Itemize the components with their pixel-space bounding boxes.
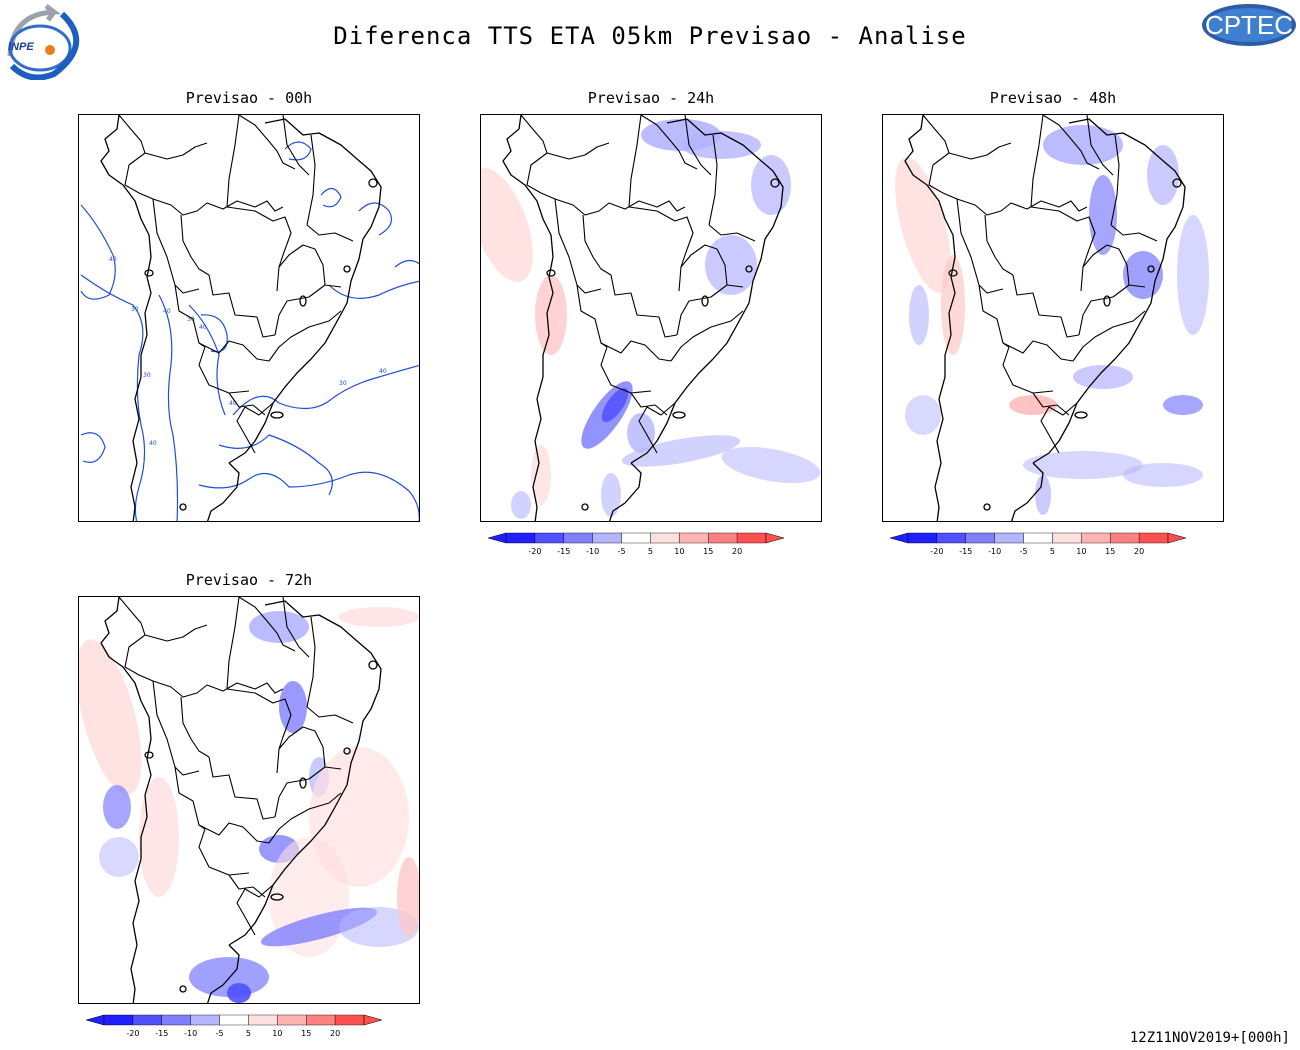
- colorbar-swatch: [534, 532, 564, 544]
- colorbar-swatch: [132, 1014, 162, 1026]
- map-panel-00h: 40 30 40 30 40 30 40 40 30 40: [78, 114, 420, 522]
- colorbar-swatch: [563, 532, 593, 544]
- page-title: Diferenca TTS ETA 05km Previsao - Analis…: [333, 22, 967, 50]
- colorbar-tick: -10: [184, 1029, 198, 1038]
- colorbar-swatch: [161, 1014, 191, 1026]
- colorbar-swatch: [650, 532, 680, 544]
- contour-label: 40: [199, 324, 207, 331]
- colorbar-24h: -20 -15 -10 -5 5 10 15 20: [486, 529, 786, 556]
- colorbar-tick: 10: [1076, 547, 1087, 556]
- colorbar-tick: 5: [245, 1029, 251, 1038]
- colorbar-swatch: [277, 1014, 307, 1026]
- contour-label: 30: [339, 380, 347, 387]
- map-panel-48h: [882, 114, 1224, 522]
- colorbar-swatch: [736, 532, 767, 544]
- inpe-logo: INPE: [2, 4, 94, 81]
- panel-title-48h: Previsao - 48h: [989, 89, 1117, 107]
- contour-label: 40: [163, 308, 171, 315]
- contour-label: 40: [229, 400, 237, 407]
- colorbar-48h: -20 -15 -10 -5 5 10 15 20: [888, 529, 1188, 556]
- contour-label: 40: [149, 440, 157, 447]
- colorbar-tick: 15: [1105, 547, 1116, 556]
- colorbar-72h: -20 -15 -10 -5 5 10 15 20: [84, 1011, 384, 1038]
- colorbar-swatch: [1138, 532, 1169, 544]
- colorbar-tick: -5: [617, 547, 626, 556]
- colorbar-swatch: [190, 1014, 220, 1026]
- colorbar-swatch: [679, 532, 709, 544]
- colorbar-swatch: [219, 1014, 249, 1026]
- svg-text:CPTEC: CPTEC: [1205, 10, 1293, 40]
- colorbar-swatch: [334, 1014, 365, 1026]
- colorbar-swatch: [907, 532, 938, 544]
- contour-label: 40: [109, 256, 117, 263]
- cptec-logo: CPTEC: [1200, 2, 1298, 48]
- colorbar-tick: -20: [528, 547, 542, 556]
- contour-label: 30: [131, 306, 139, 313]
- colorbar-swatch: [1081, 532, 1111, 544]
- colorbar-tick: -15: [959, 547, 973, 556]
- colorbar-tick: 5: [647, 547, 653, 556]
- colorbar-swatch: [592, 532, 622, 544]
- colorbar-tick: -20: [126, 1029, 140, 1038]
- map-panel-72h: [78, 596, 420, 1004]
- colorbar-tick: 15: [301, 1029, 312, 1038]
- panel-title-24h: Previsao - 24h: [587, 89, 715, 107]
- colorbar-tick: -5: [1019, 547, 1028, 556]
- colorbar-tick: 10: [272, 1029, 283, 1038]
- colorbar-tick: -10: [988, 547, 1002, 556]
- colorbar-swatch: [505, 532, 536, 544]
- colorbar-tick: 20: [1134, 547, 1145, 556]
- colorbar-swatch: [306, 1014, 336, 1026]
- colorbar-swatch: [621, 532, 651, 544]
- colorbar-tick: 5: [1049, 547, 1055, 556]
- panel-title-00h: Previsao - 00h: [185, 89, 313, 107]
- contour-label: 40: [379, 368, 387, 375]
- contour-label: 30: [187, 316, 195, 323]
- colorbar-tick: -5: [215, 1029, 224, 1038]
- colorbar-tick: 20: [330, 1029, 341, 1038]
- colorbar-tick: 20: [732, 547, 743, 556]
- colorbar-tick: -20: [930, 547, 944, 556]
- contour-label: 30: [143, 372, 151, 379]
- colorbar-swatch: [1110, 532, 1140, 544]
- colorbar-swatch: [936, 532, 966, 544]
- colorbar-tick: 15: [703, 547, 714, 556]
- colorbar-swatch: [103, 1014, 134, 1026]
- colorbar-swatch: [1052, 532, 1082, 544]
- run-timestamp: 12Z11NOV2019+[000h]: [1129, 1030, 1290, 1046]
- colorbar-swatch: [248, 1014, 278, 1026]
- colorbar-swatch: [1023, 532, 1053, 544]
- colorbar-swatch: [994, 532, 1024, 544]
- colorbar-swatch: [965, 532, 995, 544]
- colorbar-tick: -15: [155, 1029, 169, 1038]
- panel-title-72h: Previsao - 72h: [185, 571, 313, 589]
- colorbar-tick: -10: [586, 547, 600, 556]
- colorbar-tick: 10: [674, 547, 685, 556]
- map-panel-24h: [480, 114, 822, 522]
- colorbar-tick: -15: [557, 547, 571, 556]
- colorbar-swatch: [708, 532, 738, 544]
- svg-text:INPE: INPE: [8, 41, 34, 53]
